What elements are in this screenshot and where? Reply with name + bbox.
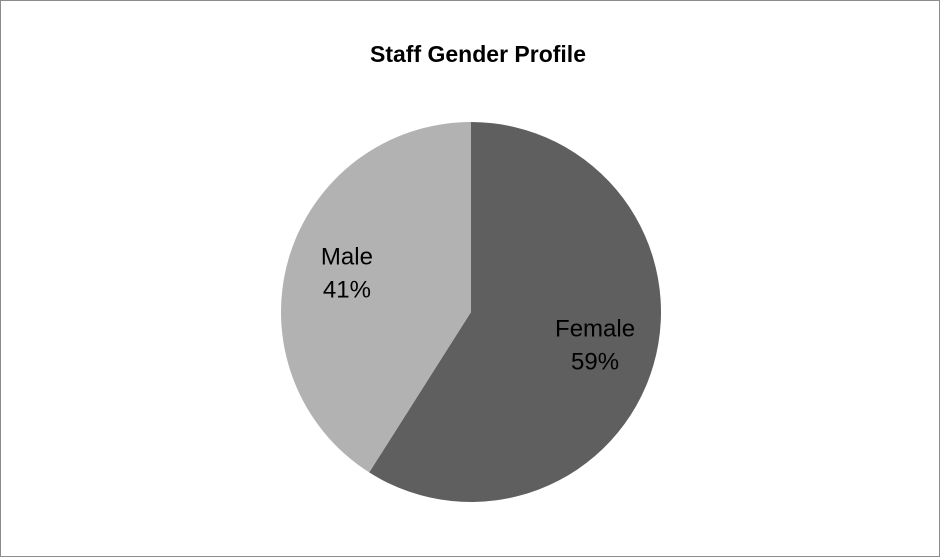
slice-label: Male <box>321 243 373 270</box>
slice-label: Female <box>555 315 635 342</box>
slice-value-label: 59% <box>571 348 619 375</box>
slice-value-label: 41% <box>323 276 371 303</box>
pie-slice <box>369 122 662 503</box>
pie-slice <box>281 122 471 473</box>
chart-title: Staff Gender Profile <box>370 41 586 67</box>
